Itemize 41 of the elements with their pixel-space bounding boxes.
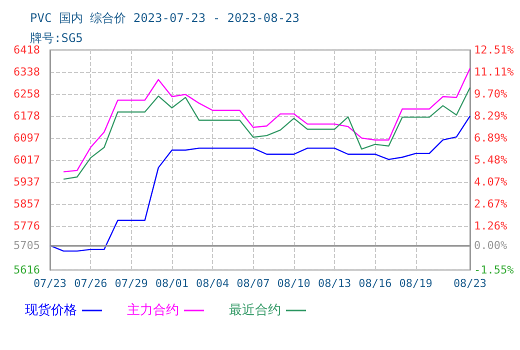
line-series <box>62 68 471 172</box>
y2-tick-label: 9.70% <box>474 87 508 100</box>
line-series <box>62 86 471 180</box>
y2-tick-label: 11.11% <box>474 65 514 78</box>
y-tick-label: 6097 <box>14 132 40 145</box>
y-tick-label: 5776 <box>14 220 40 233</box>
y2-tick-label: 4.07% <box>474 176 508 189</box>
x-tick-label: 08/19 <box>399 277 432 290</box>
y-tick-label: 5705 <box>14 239 40 252</box>
legend-label: 最近合约 <box>229 303 281 318</box>
x-tick-label: 07/23 <box>33 277 67 290</box>
y2-tick-label: 2.67% <box>474 197 508 210</box>
x-tick-label: 08/13 <box>318 277 352 290</box>
legend-label: 现货价格 <box>25 303 77 318</box>
y2-tick-label: 12.51% <box>474 44 514 56</box>
x-tick-label: 08/07 <box>236 277 270 290</box>
chart-subtitle: 牌号:SG5 <box>30 31 83 45</box>
y-tick-label: 5937 <box>14 175 40 188</box>
y-tick-label: 5857 <box>14 197 40 210</box>
y2-tick-label: 0.00% <box>474 239 508 252</box>
y-tick-label: 6178 <box>14 109 40 122</box>
x-tick-label: 08/01 <box>155 277 188 290</box>
y-tick-label: 6338 <box>14 65 40 78</box>
y2-tick-label: 8.29% <box>474 110 508 123</box>
x-tick-label: 08/10 <box>277 277 310 290</box>
y-tick-label: 6258 <box>14 87 40 100</box>
chart-title: PVC 国内 综合价 2023-07-23 - 2023-08-23 <box>30 11 300 25</box>
legend-label: 主力合约 <box>127 302 179 318</box>
y2-tick-label: 6.89% <box>474 131 508 144</box>
x-tick-label: 07/29 <box>114 277 148 290</box>
y2-tick-label: 1.26% <box>474 220 508 233</box>
y2-tick-label: -1.55% <box>474 264 514 276</box>
y-tick-label: 6017 <box>14 154 40 166</box>
y2-tick-label: 5.48% <box>474 154 508 166</box>
x-tick-label: 08/04 <box>196 277 230 290</box>
x-tick-label: 08/23 <box>453 277 487 290</box>
x-tick-label: 08/16 <box>358 277 392 290</box>
y-tick-label: 6418 <box>14 44 40 56</box>
x-tick-label: 07/26 <box>74 277 108 290</box>
y-tick-label: 5616 <box>14 264 40 276</box>
line-series <box>49 116 471 252</box>
